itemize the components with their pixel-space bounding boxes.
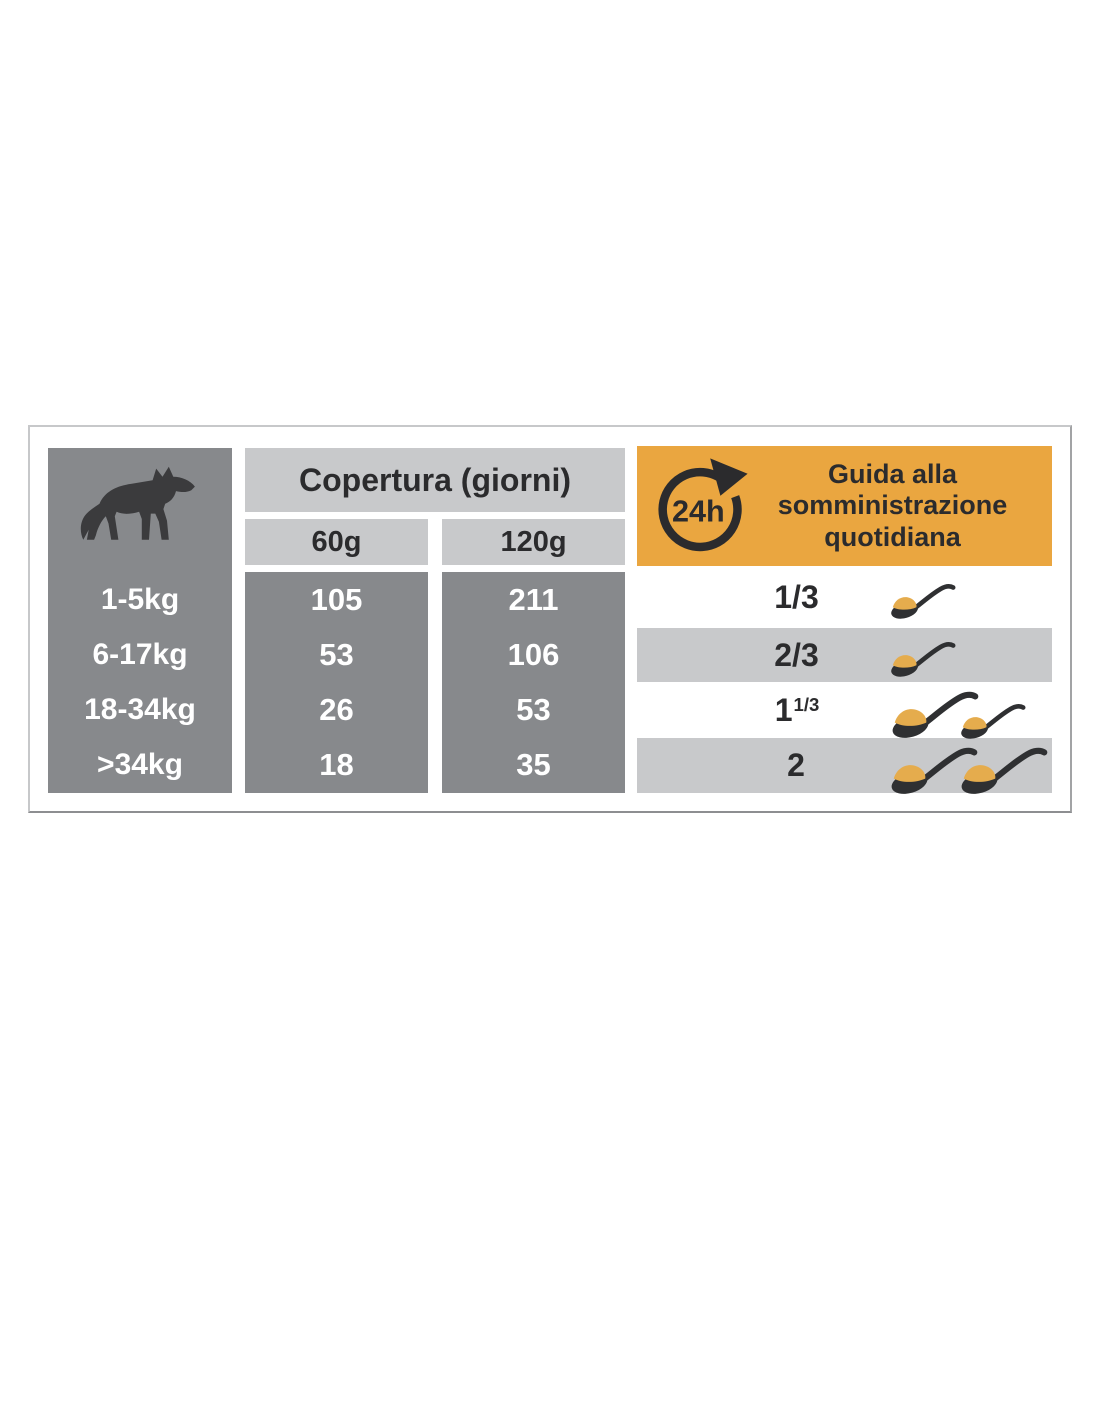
dog-silhouette-icon bbox=[80, 466, 195, 540]
guide-row: 2 bbox=[637, 738, 1052, 793]
coverage-value: 211 bbox=[508, 581, 559, 617]
weight-label: 1-5kg bbox=[100, 582, 180, 616]
spoon-icons bbox=[887, 637, 959, 679]
spoon-small-icon bbox=[957, 699, 1029, 741]
spoon-large-icon bbox=[956, 741, 1052, 797]
scoop-amount: 2 bbox=[787, 747, 805, 783]
guide-row: 2/3 bbox=[637, 628, 1052, 682]
guide-title: Guida alla somministrazione quotidiana bbox=[777, 459, 1008, 552]
weight-rows: 1-5kg 6-17kg 18-34kg >34kg bbox=[48, 572, 232, 793]
column-header-120g: 120g bbox=[442, 519, 625, 565]
guide-rows: 1/3 2/3 11/3 2 bbox=[637, 566, 1052, 793]
scoop-amount: 1/3 bbox=[774, 578, 819, 615]
spoon-icons bbox=[886, 741, 1052, 797]
spoon-icons bbox=[887, 685, 1029, 741]
spoon-small-icon bbox=[887, 579, 959, 621]
scoop-amount: 11/3 bbox=[774, 691, 820, 728]
coverage-value: 106 bbox=[507, 636, 560, 672]
weight-label: 18-34kg bbox=[84, 693, 196, 727]
feeding-guide-table: 1-5kg 6-17kg 18-34kg >34kg Copertura (gi… bbox=[28, 425, 1072, 813]
coverage-value: 53 bbox=[516, 692, 551, 728]
column-header-60g: 60g bbox=[245, 519, 428, 565]
coverage-value: 18 bbox=[319, 747, 354, 783]
weight-label: 6-17kg bbox=[92, 637, 188, 671]
coverage-values-60g: 105 53 26 18 bbox=[245, 572, 428, 793]
coverage-value: 53 bbox=[319, 636, 354, 672]
24h-badge-label: 24h bbox=[672, 494, 725, 528]
weight-column: 1-5kg 6-17kg 18-34kg >34kg bbox=[48, 448, 232, 793]
weight-label: >34kg bbox=[97, 748, 183, 782]
guide-row: 1/3 bbox=[637, 566, 1052, 628]
guide-row: 11/3 bbox=[637, 682, 1052, 738]
spoon-small-icon bbox=[887, 637, 959, 679]
dog-icon bbox=[48, 448, 232, 572]
24h-icon: 24h bbox=[658, 458, 748, 552]
coverage-value: 35 bbox=[516, 747, 551, 783]
scoop-amount: 2/3 bbox=[774, 636, 819, 673]
coverage-value: 26 bbox=[319, 692, 354, 728]
spoon-icons bbox=[887, 579, 959, 621]
coverage-value: 105 bbox=[310, 581, 363, 617]
coverage-header: Copertura (giorni) bbox=[245, 448, 625, 512]
guide-header: 24h Guida alla somministrazione quotidia… bbox=[637, 446, 1052, 566]
coverage-values-120g: 211 106 53 35 bbox=[442, 572, 625, 793]
